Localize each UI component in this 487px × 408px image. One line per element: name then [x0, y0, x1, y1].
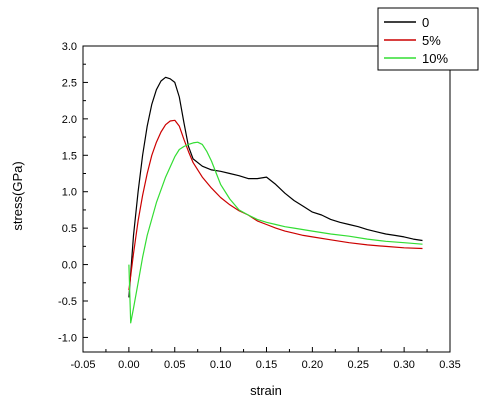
x-tick-label: 0.10	[210, 359, 231, 371]
y-tick-label: 0.0	[62, 260, 77, 272]
series-layer	[128, 76, 423, 324]
x-axis-ticks: -0.05 0.00 0.05 0.10 0.15 0.20 0.25 0.30 0.35	[70, 347, 461, 371]
x-tick-label: 0.35	[439, 359, 460, 371]
x-tick-label: 0.30	[393, 359, 414, 371]
series-line-2	[128, 141, 423, 324]
series-line-0	[128, 76, 423, 298]
y-axis-label: stress(GPa)	[10, 161, 25, 230]
x-tick-label: 0.05	[164, 359, 185, 371]
y-tick-label: 2.5	[62, 77, 77, 89]
x-tick-label: -0.05	[70, 359, 95, 371]
x-tick-label: 0.15	[256, 359, 277, 371]
legend-entry-label: 0	[422, 15, 429, 30]
y-tick-label: 0.5	[62, 223, 77, 235]
legend: 0 5% 10%	[377, 7, 479, 71]
plot-frame	[82, 45, 451, 353]
legend-entry-label: 5%	[422, 33, 441, 48]
legend-box	[377, 7, 479, 71]
plot-area-border	[82, 45, 451, 353]
x-axis-label: strain	[250, 383, 282, 398]
x-tick-label: 0.25	[348, 359, 369, 371]
y-tick-label: 2.0	[62, 114, 77, 126]
y-tick-label: 1.5	[62, 150, 77, 162]
x-tick-label: 0.00	[118, 359, 139, 371]
series-line-1	[128, 119, 423, 291]
y-tick-label: -0.5	[58, 296, 77, 308]
y-tick-label: 3.0	[62, 41, 77, 53]
y-tick-label: -1.0	[58, 332, 77, 344]
legend-entry-label: 10%	[422, 51, 448, 66]
y-tick-label: 1.0	[62, 187, 77, 199]
x-tick-label: 0.20	[302, 359, 323, 371]
y-axis-ticks: -1.0 -0.5 0.0 0.5 1.0 1.5 2.0 2.5 3.0	[58, 41, 88, 344]
